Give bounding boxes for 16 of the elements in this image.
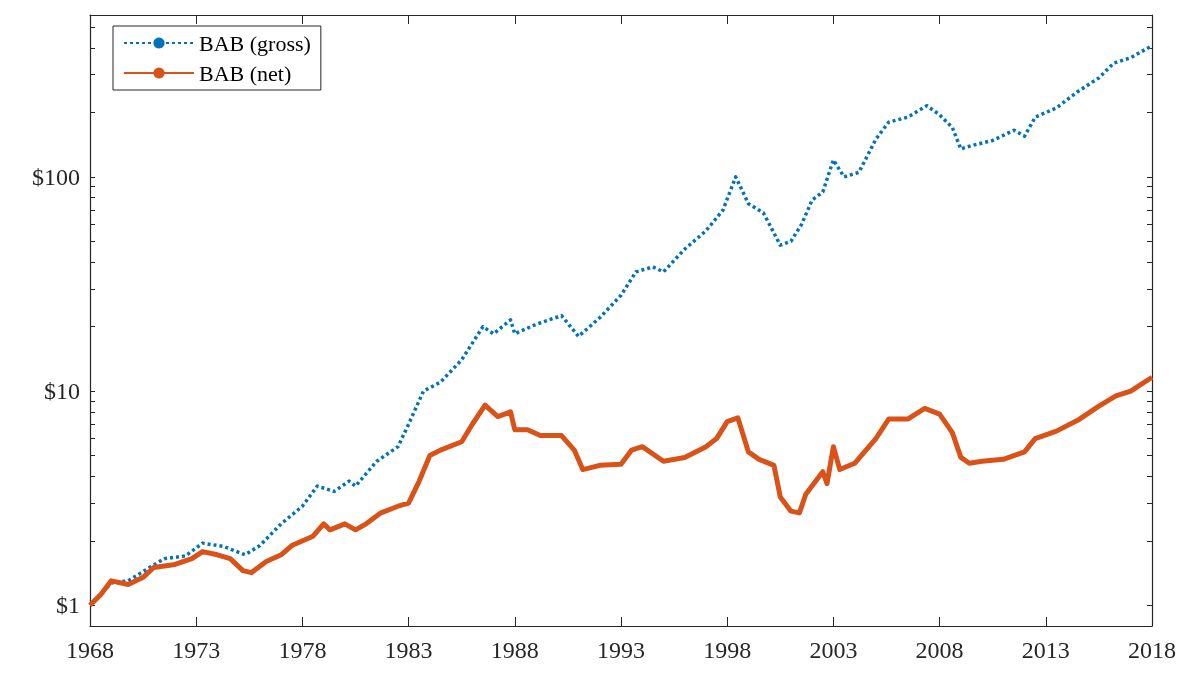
x-tick-label: 1988 [490,637,539,663]
x-tick-label: 1968 [66,637,114,663]
y-tick-label: $100 [32,163,80,190]
x-tick-label: 2008 [915,637,964,663]
x-tick-label: 1973 [172,637,221,663]
x-tick-label: 2013 [1021,637,1070,663]
x-tick-label: 2003 [809,637,858,663]
x-tick-label: 1983 [384,637,433,663]
legend-label: BAB (net) [199,60,292,86]
legend-label: BAB (gross) [199,30,311,56]
y-tick-label: $10 [44,378,80,405]
y-tick-label: $1 [56,592,80,619]
x-tick-label: 1998 [703,637,752,663]
x-tick-label: 2018 [1128,637,1176,663]
x-tick-label: 1978 [278,637,327,663]
x-tick-label: 1993 [597,637,645,663]
